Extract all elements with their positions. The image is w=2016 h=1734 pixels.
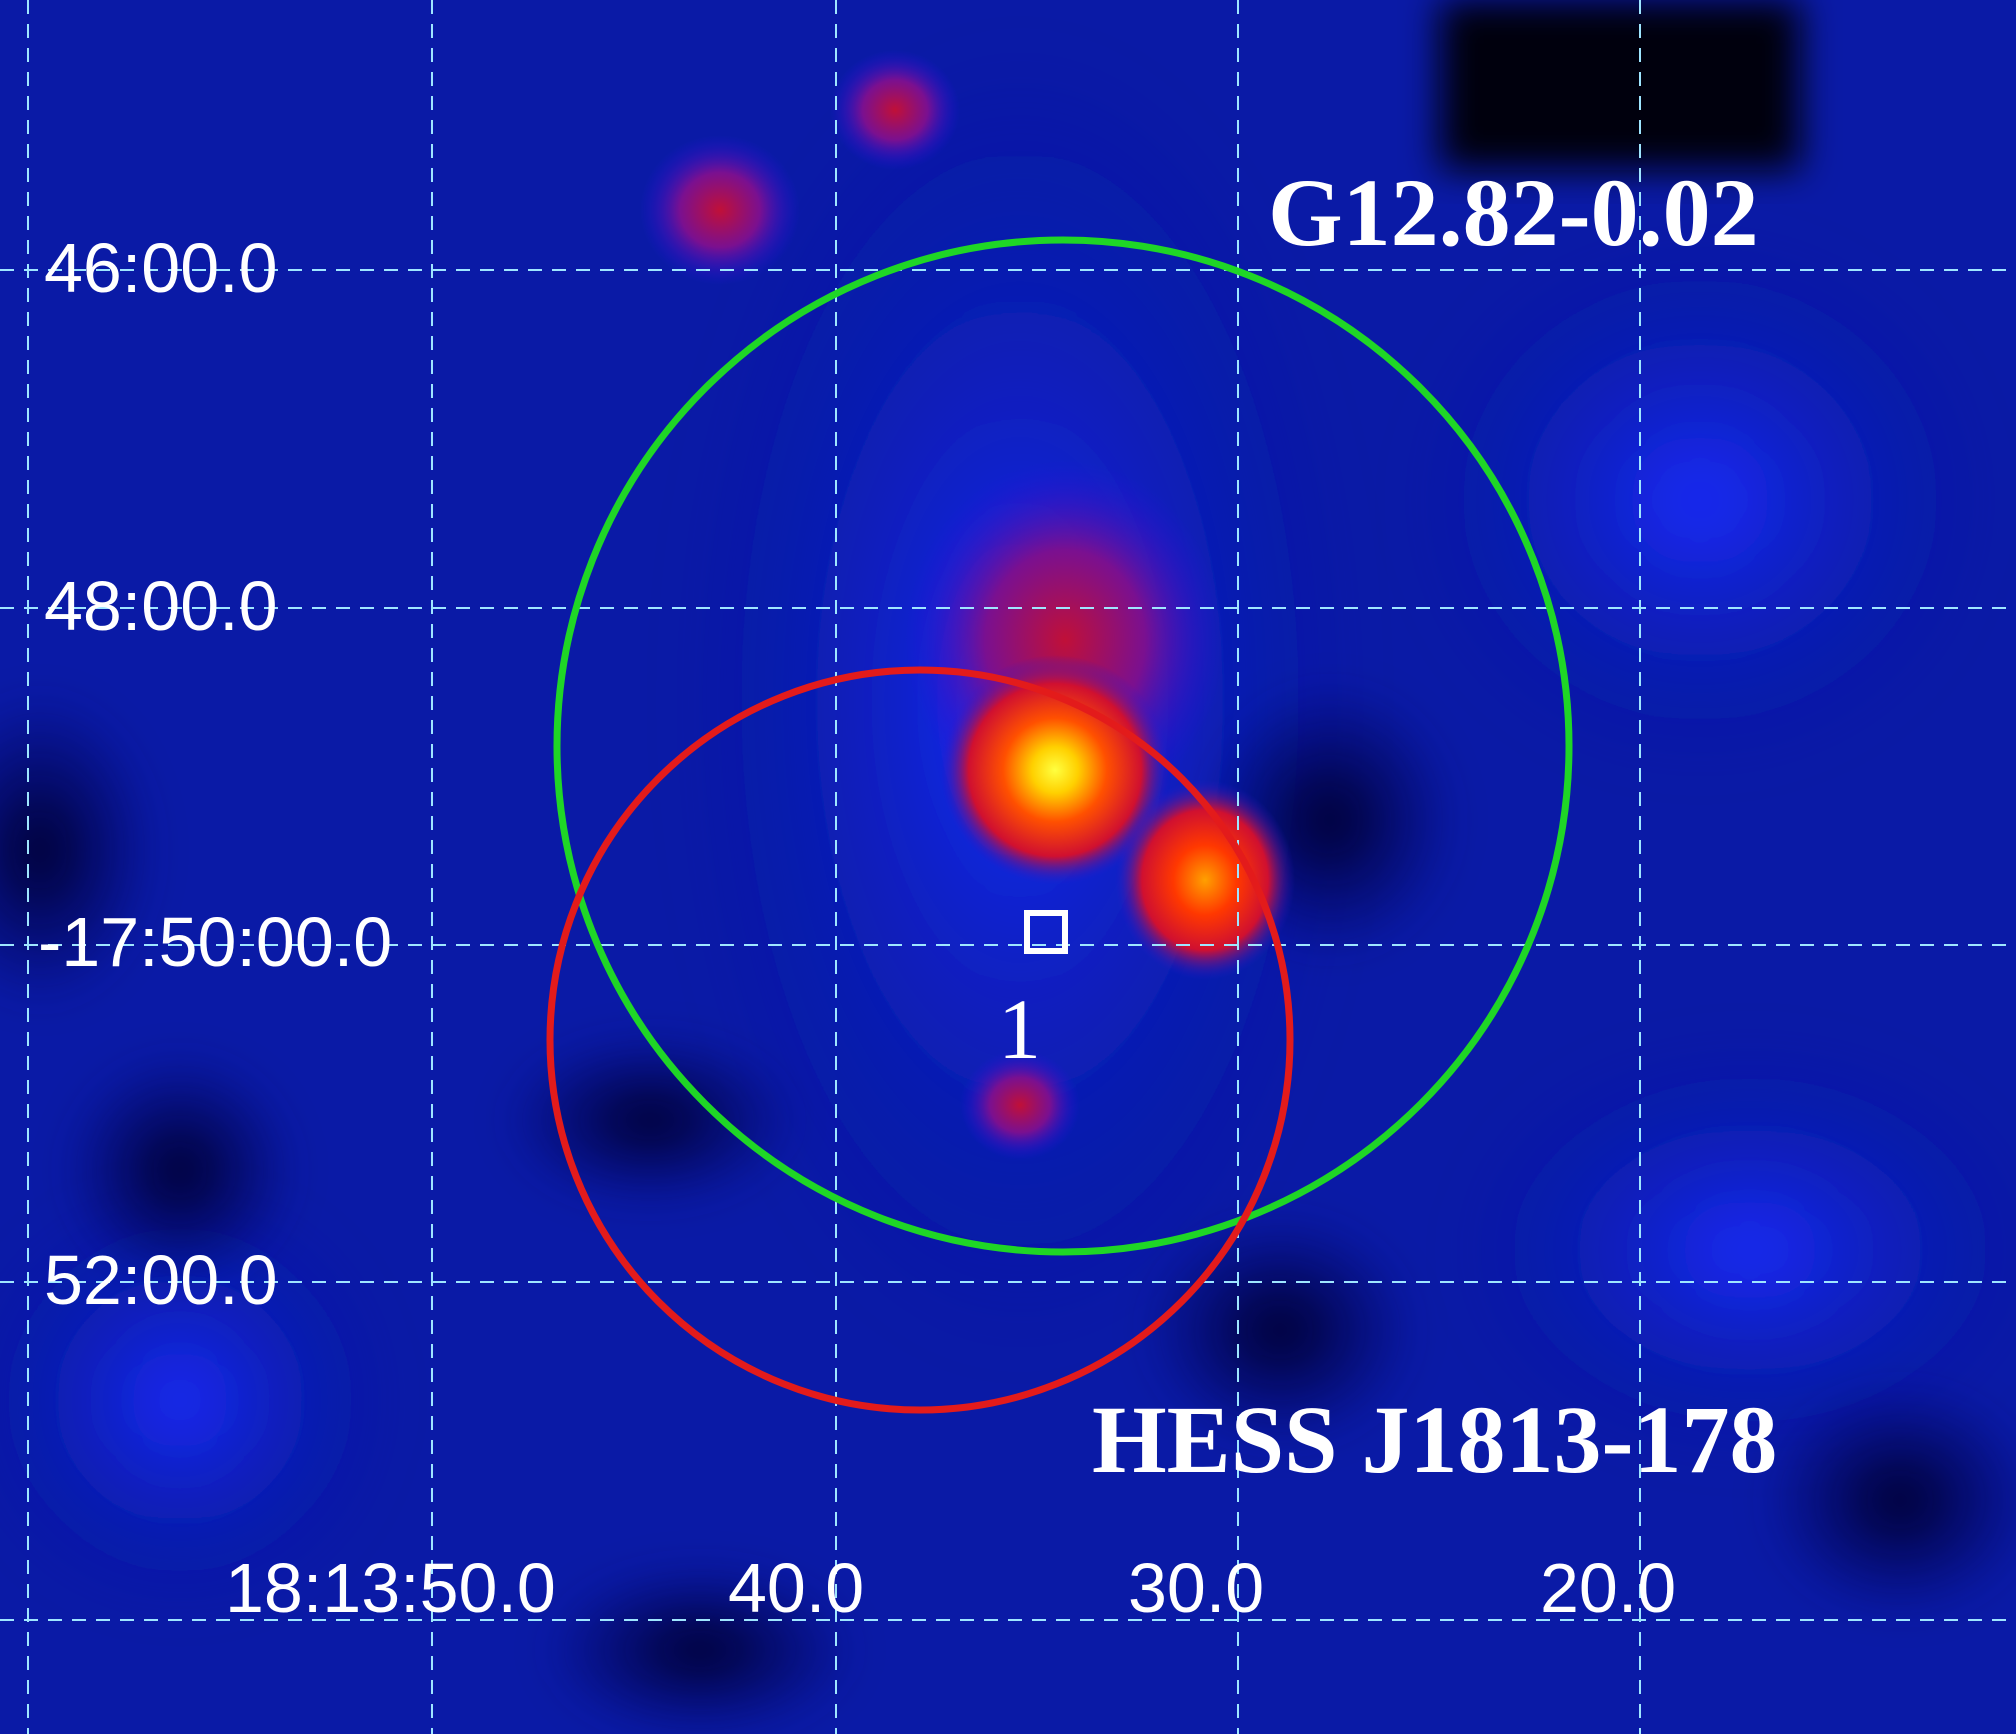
hess-label: HESS J1813-178	[1092, 1386, 1777, 1493]
ra-label: 18:13:50.0	[225, 1549, 556, 1627]
ra-label: 40.0	[728, 1549, 864, 1627]
hess-region-circle	[546, 666, 1294, 1414]
dec-label: -17:50:00.0	[38, 903, 392, 981]
dec-label: 48:00.0	[44, 567, 278, 645]
snr-label: G12.82-0.02	[1268, 159, 1759, 266]
marker-label: 1	[998, 981, 1041, 1077]
emission-peak	[940, 655, 1170, 885]
dec-label: 46:00.0	[44, 229, 278, 307]
ra-label: 20.0	[1540, 1549, 1676, 1627]
x-ray-emission	[640, 50, 1295, 1160]
emission-peak	[1115, 780, 1295, 980]
dec-label: 52:00.0	[44, 1241, 278, 1319]
emission-blob	[960, 1050, 1080, 1160]
emission-blob	[830, 50, 960, 170]
snr-region-circle	[553, 236, 1573, 1256]
emission-blob	[640, 135, 800, 285]
ra-label: 30.0	[1128, 1549, 1264, 1627]
source-marker	[1024, 910, 1068, 954]
